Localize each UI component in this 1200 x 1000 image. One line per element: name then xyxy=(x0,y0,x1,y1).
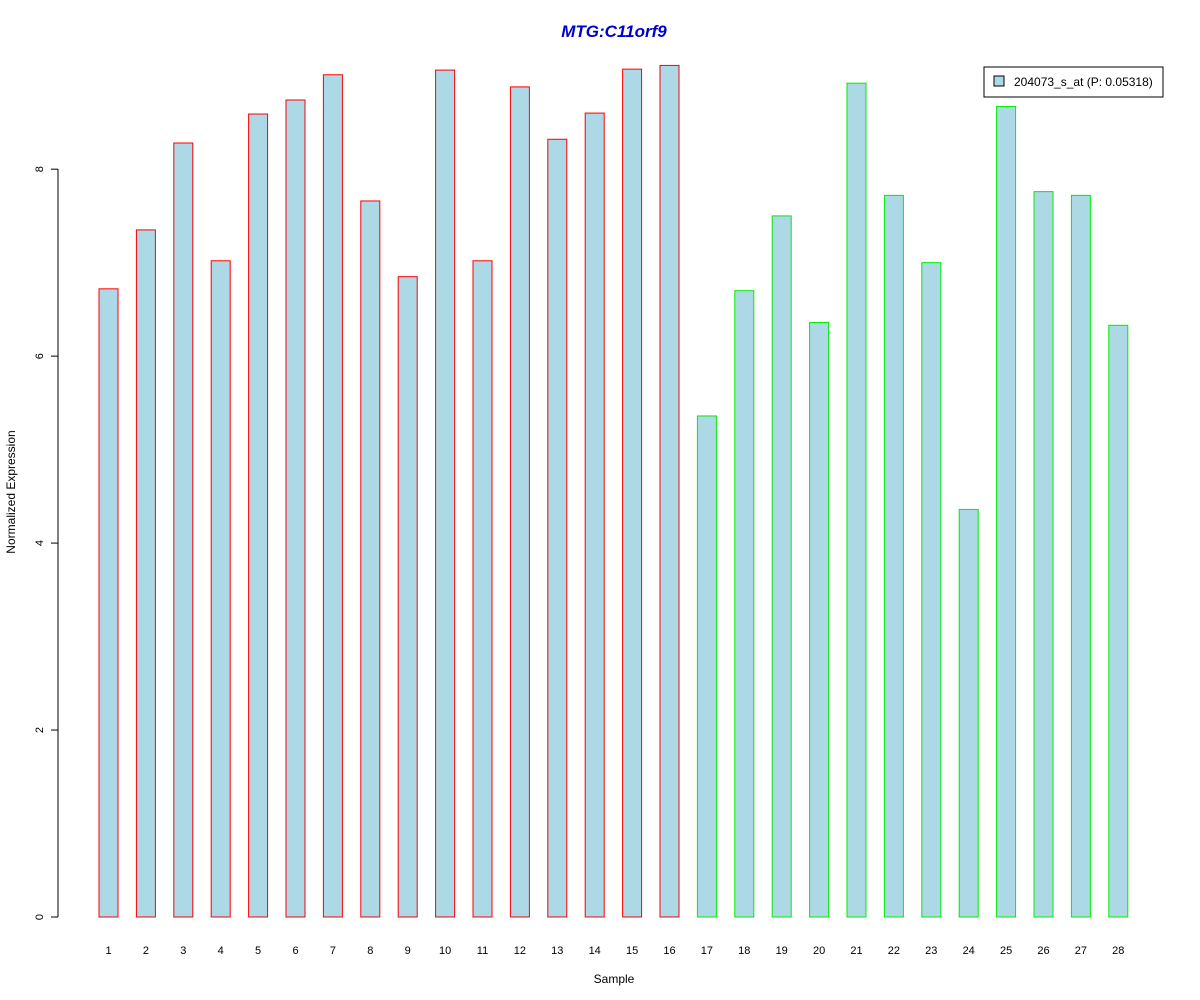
bar-sample-26 xyxy=(1033,191,1054,918)
x-tick-label: 4 xyxy=(218,945,224,957)
bar-sample-5 xyxy=(248,113,269,918)
x-tick-label: 28 xyxy=(1112,945,1124,957)
y-axis: 0 2 4 6 8 xyxy=(34,166,59,920)
bar-sample-19 xyxy=(771,215,792,918)
y-tick-label: 4 xyxy=(34,540,46,546)
y-tick-label: 8 xyxy=(34,166,46,172)
x-tick-label: 8 xyxy=(367,945,373,957)
y-tick-label: 6 xyxy=(34,353,46,359)
x-tick-label: 9 xyxy=(405,945,411,957)
x-tick-label: 15 xyxy=(626,945,638,957)
y-tick-label: 2 xyxy=(34,727,46,733)
x-tick-label: 27 xyxy=(1075,945,1087,957)
x-tick-label: 7 xyxy=(330,945,336,957)
x-tick-label: 10 xyxy=(439,945,451,957)
bar-sample-24 xyxy=(958,508,979,918)
x-tick-label: 6 xyxy=(292,945,298,957)
legend: 204073_s_at (P: 0.05318) xyxy=(983,66,1164,98)
bar-sample-2 xyxy=(135,229,156,918)
x-tick-label: 17 xyxy=(701,945,713,957)
x-tick-label: 19 xyxy=(776,945,788,957)
x-tick-label: 12 xyxy=(514,945,526,957)
bar-sample-14 xyxy=(584,112,605,918)
bar-sample-11 xyxy=(472,260,493,918)
legend-label: 204073_s_at (P: 0.05318) xyxy=(1014,75,1153,89)
bar-sample-7 xyxy=(322,74,343,918)
bar-sample-16 xyxy=(659,64,680,918)
bar-sample-18 xyxy=(734,290,755,918)
legend-swatch xyxy=(993,75,1005,87)
x-tick-label: 23 xyxy=(925,945,937,957)
bar-sample-23 xyxy=(921,262,942,918)
bar-sample-12 xyxy=(509,86,530,918)
x-tick-label: 21 xyxy=(850,945,862,957)
bar-sample-4 xyxy=(210,260,231,918)
x-tick-label: 5 xyxy=(255,945,261,957)
x-tick-label: 11 xyxy=(477,945,488,957)
x-axis-label: Sample xyxy=(594,972,635,986)
y-tick-label: 0 xyxy=(34,914,46,920)
x-tick-label: 24 xyxy=(963,945,975,957)
x-tick-label: 1 xyxy=(105,945,111,957)
bar-sample-8 xyxy=(360,200,381,918)
bar-sample-13 xyxy=(547,138,568,918)
x-tick-label: 22 xyxy=(888,945,900,957)
x-tick-label: 14 xyxy=(589,945,601,957)
bar-sample-3 xyxy=(173,142,194,918)
bar-sample-6 xyxy=(285,99,306,918)
bar-sample-10 xyxy=(435,69,456,918)
bar-sample-21 xyxy=(846,82,867,918)
x-tick-labels: 1 2 3 4 5 6 7 8 9 10 11 12 13 14 15 16 17 18 19 20 21 22 23 24 2… xyxy=(105,945,1124,957)
bar-sample-28 xyxy=(1108,324,1129,918)
x-tick-label: 26 xyxy=(1037,945,1049,957)
bars-group xyxy=(98,64,1129,918)
x-tick-label: 13 xyxy=(551,945,563,957)
x-tick-label: 25 xyxy=(1000,945,1012,957)
bar-sample-17 xyxy=(696,415,717,918)
legend-box xyxy=(983,66,1164,98)
bar-sample-1 xyxy=(98,288,119,918)
x-tick-label: 2 xyxy=(143,945,149,957)
x-tick-label: 20 xyxy=(813,945,825,957)
y-axis-label: Normalized Expression xyxy=(4,430,18,553)
x-tick-label: 16 xyxy=(663,945,675,957)
bar-sample-9 xyxy=(397,276,418,918)
bar-sample-20 xyxy=(809,321,830,918)
bar-sample-22 xyxy=(883,194,904,918)
bar-sample-15 xyxy=(622,68,643,918)
chart-title: MTG:C11orf9 xyxy=(561,22,667,41)
bar-sample-27 xyxy=(1070,194,1091,918)
x-tick-label: 3 xyxy=(180,945,186,957)
bar-sample-25 xyxy=(996,106,1017,918)
x-tick-label: 18 xyxy=(738,945,750,957)
